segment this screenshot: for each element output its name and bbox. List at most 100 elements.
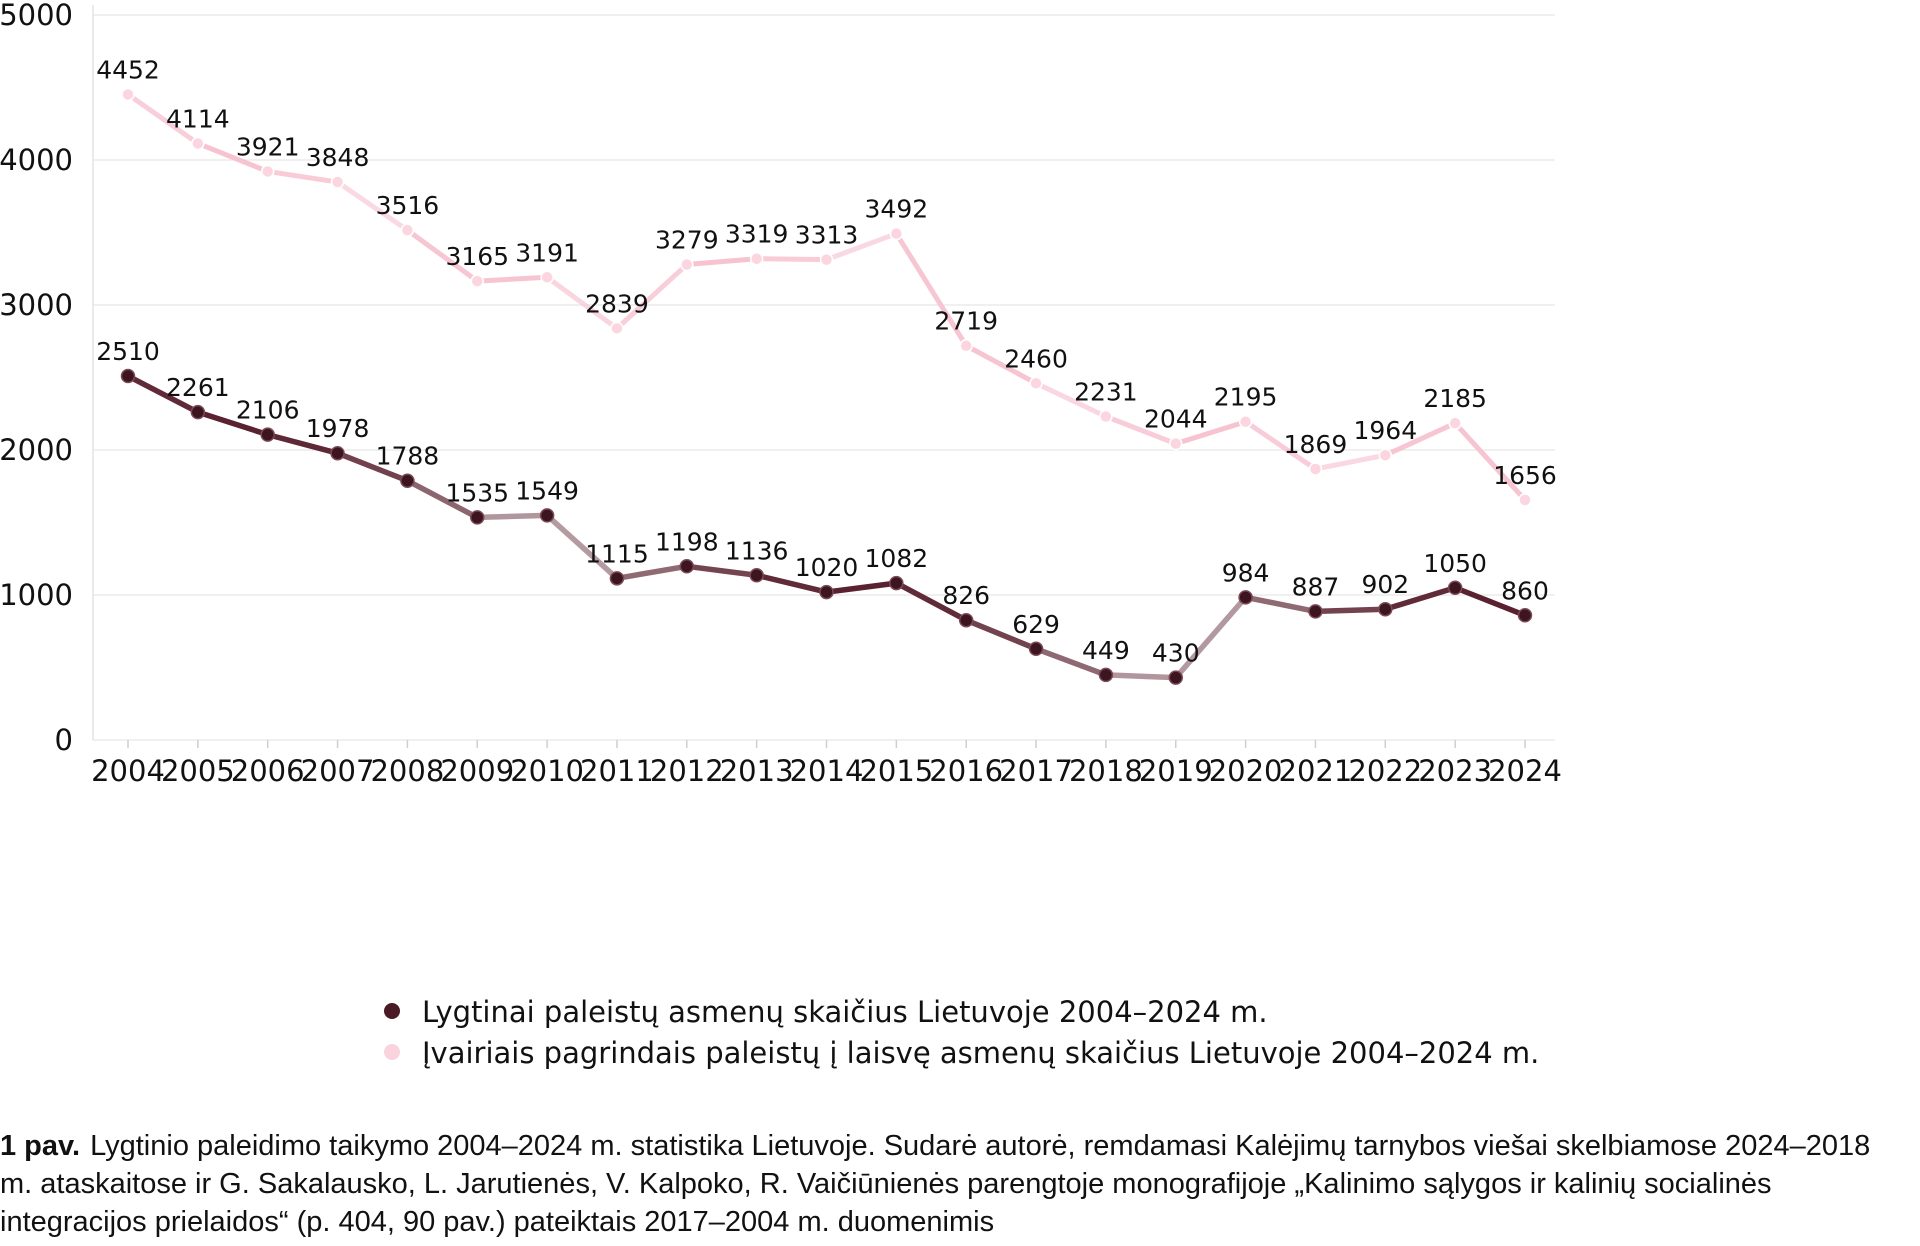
series-line-segment: [963, 343, 1039, 386]
data-label: 3279: [655, 226, 719, 255]
data-label: 860: [1501, 576, 1549, 605]
series-line-segment: [404, 477, 480, 521]
data-label: 826: [942, 581, 990, 610]
x-tick-label: 2023: [1418, 754, 1492, 788]
data-label: 887: [1292, 572, 1340, 601]
series-line-segment: [1173, 594, 1249, 681]
series-line-segment: [1312, 452, 1388, 472]
data-label: 3313: [795, 221, 859, 250]
data-label: 1082: [865, 544, 929, 573]
series-line-segment: [1243, 419, 1318, 472]
data-point: [400, 223, 415, 237]
data-point: [470, 510, 485, 525]
series-line-segment: [614, 563, 690, 582]
x-tick-label: 2024: [1488, 754, 1562, 788]
data-label: 4114: [166, 104, 230, 133]
series-line-segment: [1242, 594, 1319, 615]
series-line-segment: [334, 450, 411, 484]
data-point: [1447, 580, 1463, 595]
series-line-segment: [893, 231, 969, 349]
series-line-segment: [125, 373, 201, 415]
x-tick-label: 2009: [440, 754, 514, 788]
data-point: [121, 87, 135, 102]
data-label: 2510: [96, 337, 160, 366]
data-label: 1869: [1284, 430, 1348, 459]
data-label: 984: [1222, 558, 1270, 587]
data-point: [1238, 414, 1253, 429]
data-label: 430: [1152, 639, 1200, 668]
legend-label-parole: Lygtinai paleistų asmenų skaičius Lietuv…: [422, 995, 1268, 1029]
caption-lead: 1 pav.: [0, 1130, 81, 1162]
data-label: 2719: [934, 307, 998, 336]
series-line-segment: [1103, 414, 1179, 447]
series-line-segment: [823, 580, 900, 595]
x-tick-label: 2011: [580, 754, 654, 788]
y-tick-label: 4000: [0, 143, 73, 177]
data-point: [819, 252, 834, 267]
series-line-segment: [824, 231, 899, 263]
data-point: [1517, 608, 1533, 623]
data-point: [1098, 667, 1114, 683]
data-point: [1378, 601, 1393, 617]
series-line-segment: [544, 274, 620, 331]
figure-caption: 1 pav. Lygtinio paleidimo taikymo 2004–20…: [0, 1127, 1905, 1241]
data-point: [958, 612, 974, 628]
legend-item-released: Įvairiais pagrindais paleistų į laisvę a…: [384, 1036, 1539, 1070]
data-point: [1028, 641, 1044, 657]
series-line-segment: [1452, 420, 1528, 503]
series-line-segment: [754, 256, 829, 263]
series-line-segment: [1103, 672, 1179, 681]
data-point: [1238, 590, 1253, 605]
data-label: 1535: [445, 478, 509, 507]
data-point: [470, 274, 484, 288]
data-point: [260, 427, 275, 442]
data-point: [749, 251, 764, 266]
x-tick-label: 2019: [1139, 754, 1213, 788]
series-line-segment: [544, 512, 620, 582]
x-tick-label: 2021: [1279, 754, 1353, 788]
data-label: 4452: [96, 55, 160, 84]
data-point: [1448, 416, 1462, 430]
data-label: 3921: [236, 132, 300, 161]
data-point: [260, 164, 275, 179]
y-tick-label: 3000: [0, 288, 73, 322]
data-point: [1169, 436, 1183, 451]
series-line-segment: [1452, 585, 1528, 619]
data-point: [1308, 604, 1323, 619]
x-tick-label: 2010: [510, 754, 584, 788]
x-tick-label: 2022: [1348, 754, 1422, 788]
data-label: 629: [1012, 610, 1060, 639]
data-label: 1115: [585, 539, 649, 568]
data-label: 2231: [1074, 378, 1138, 407]
gridlines: [93, 14, 1555, 741]
x-tick-label: 2017: [999, 754, 1073, 788]
data-point: [1518, 493, 1532, 507]
y-tick-label: 5000: [0, 0, 73, 32]
data-point: [679, 559, 695, 574]
x-tick-label: 2008: [370, 754, 444, 788]
y-axis: 0 1000 2000 3000 4000 5000: [0, 0, 94, 757]
data-point: [539, 508, 555, 523]
series-line-segment: [264, 431, 341, 456]
x-tick-label: 2013: [720, 754, 794, 788]
x-tick-label: 2007: [301, 754, 375, 788]
x-tick-label: 2015: [859, 754, 933, 788]
series-line-segment: [195, 140, 271, 174]
series-line-segment: [474, 512, 550, 521]
series-line-segment: [893, 580, 969, 623]
data-label: 1198: [655, 527, 719, 556]
x-tick-label: 2005: [161, 754, 235, 788]
x-tick-label: 2012: [650, 754, 724, 788]
series-line-segment: [614, 262, 690, 331]
data-point: [330, 445, 345, 461]
x-tick-label: 2016: [929, 754, 1003, 788]
series-line-segment: [265, 168, 341, 185]
x-axis: 2004200520062007200820092010201120122013…: [91, 740, 1562, 788]
data-label: 3319: [725, 220, 789, 249]
data-label: 3516: [376, 191, 440, 220]
series: [120, 87, 1533, 685]
data-point: [1378, 448, 1393, 462]
data-point: [1168, 670, 1183, 685]
